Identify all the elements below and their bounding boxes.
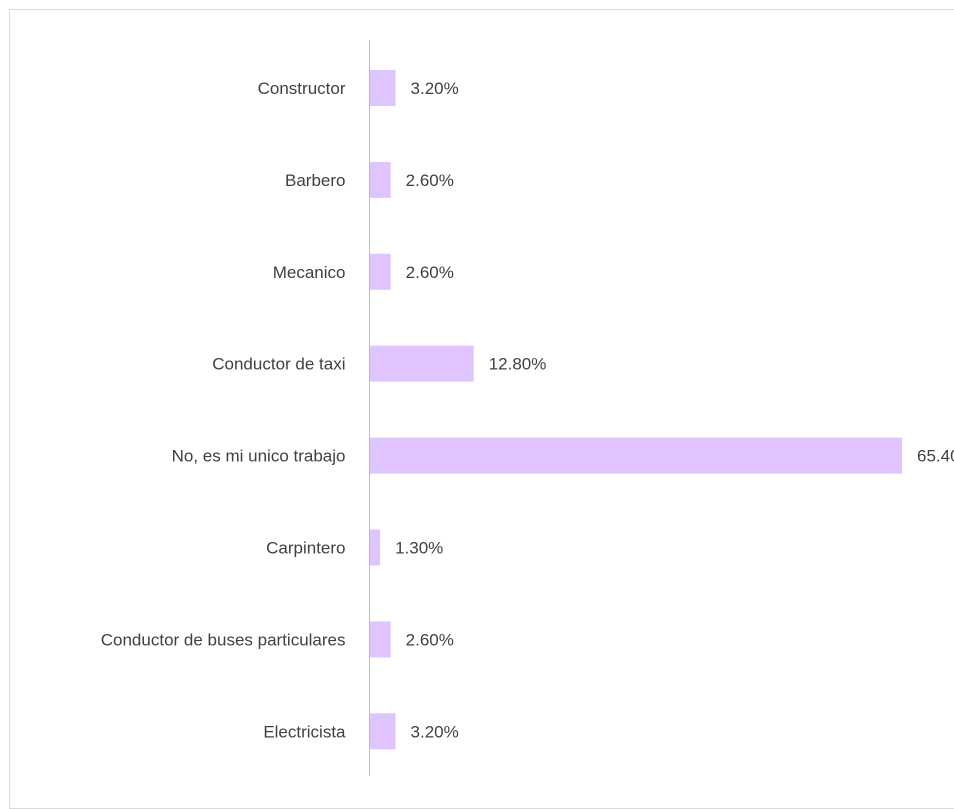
category-label: Conductor de buses particulares	[101, 630, 346, 649]
category-label: Electricista	[263, 722, 346, 741]
bar	[369, 345, 474, 382]
category-label: Conductor de taxi	[212, 355, 345, 374]
value-label: 2.60%	[406, 630, 454, 649]
category-label: No, es mi unico trabajo	[172, 447, 346, 466]
value-label: 2.60%	[406, 171, 454, 190]
bar	[369, 253, 391, 290]
bar	[369, 161, 391, 198]
category-label: Barbero	[285, 171, 345, 190]
value-label: 1.30%	[395, 539, 443, 558]
value-label: 3.20%	[411, 79, 459, 98]
bar	[369, 621, 391, 658]
bar	[369, 70, 396, 106]
category-label: Constructor	[258, 79, 346, 98]
value-label: 65.40%	[917, 447, 954, 466]
chart-frame	[9, 9, 954, 809]
category-label: Carpintero	[266, 539, 345, 558]
value-label: 3.20%	[411, 722, 459, 741]
bar	[369, 437, 902, 474]
value-label: 12.80%	[489, 355, 547, 374]
bar	[369, 713, 396, 750]
category-label: Mecanico	[273, 263, 346, 282]
value-label: 2.60%	[406, 263, 454, 282]
bar	[369, 529, 381, 566]
